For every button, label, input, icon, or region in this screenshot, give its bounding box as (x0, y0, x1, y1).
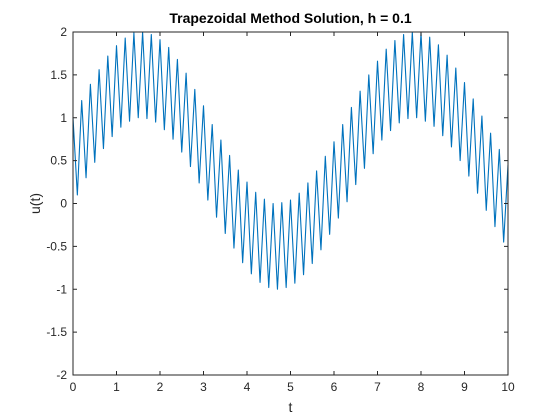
y-axis-ticks: 2 1.5 1 0.5 0 -0.5 -1 -1.5 -2 (46, 25, 508, 382)
axes-box (72, 31, 509, 376)
series-layer (72, 31, 509, 290)
series-line-0 (72, 31, 509, 290)
x-tick-label: 1 (113, 380, 120, 394)
x-tick-label: 2 (157, 380, 164, 394)
x-axis-ticks: 0 1 2 3 4 5 6 7 8 9 10 (70, 32, 515, 394)
y-tick-label: 0 (60, 197, 67, 211)
x-tick-label: 10 (501, 380, 515, 394)
x-tick-label: 5 (287, 380, 294, 394)
x-tick-label: 7 (374, 380, 381, 394)
x-axis-title: t (289, 399, 293, 415)
chart-title: Trapezoidal Method Solution, h = 0.1 (169, 10, 412, 26)
y-tick-label: -0.5 (46, 239, 67, 253)
y-axis-title: u(t) (27, 193, 43, 214)
y-tick-label: -1.5 (46, 325, 67, 339)
x-tick-label: 9 (461, 380, 468, 394)
y-tick-label: -1 (56, 282, 67, 296)
y-tick-label: 0.5 (50, 154, 67, 168)
x-tick-label: 0 (70, 380, 77, 394)
x-tick-label: 3 (200, 380, 207, 394)
y-tick-label: 2 (60, 25, 67, 39)
y-tick-label: 1 (60, 111, 67, 125)
x-tick-label: 8 (418, 380, 425, 394)
x-tick-label: 6 (331, 380, 338, 394)
y-tick-label: 1.5 (50, 68, 67, 82)
x-tick-label: 4 (244, 380, 251, 394)
y-tick-label: -2 (56, 368, 67, 382)
